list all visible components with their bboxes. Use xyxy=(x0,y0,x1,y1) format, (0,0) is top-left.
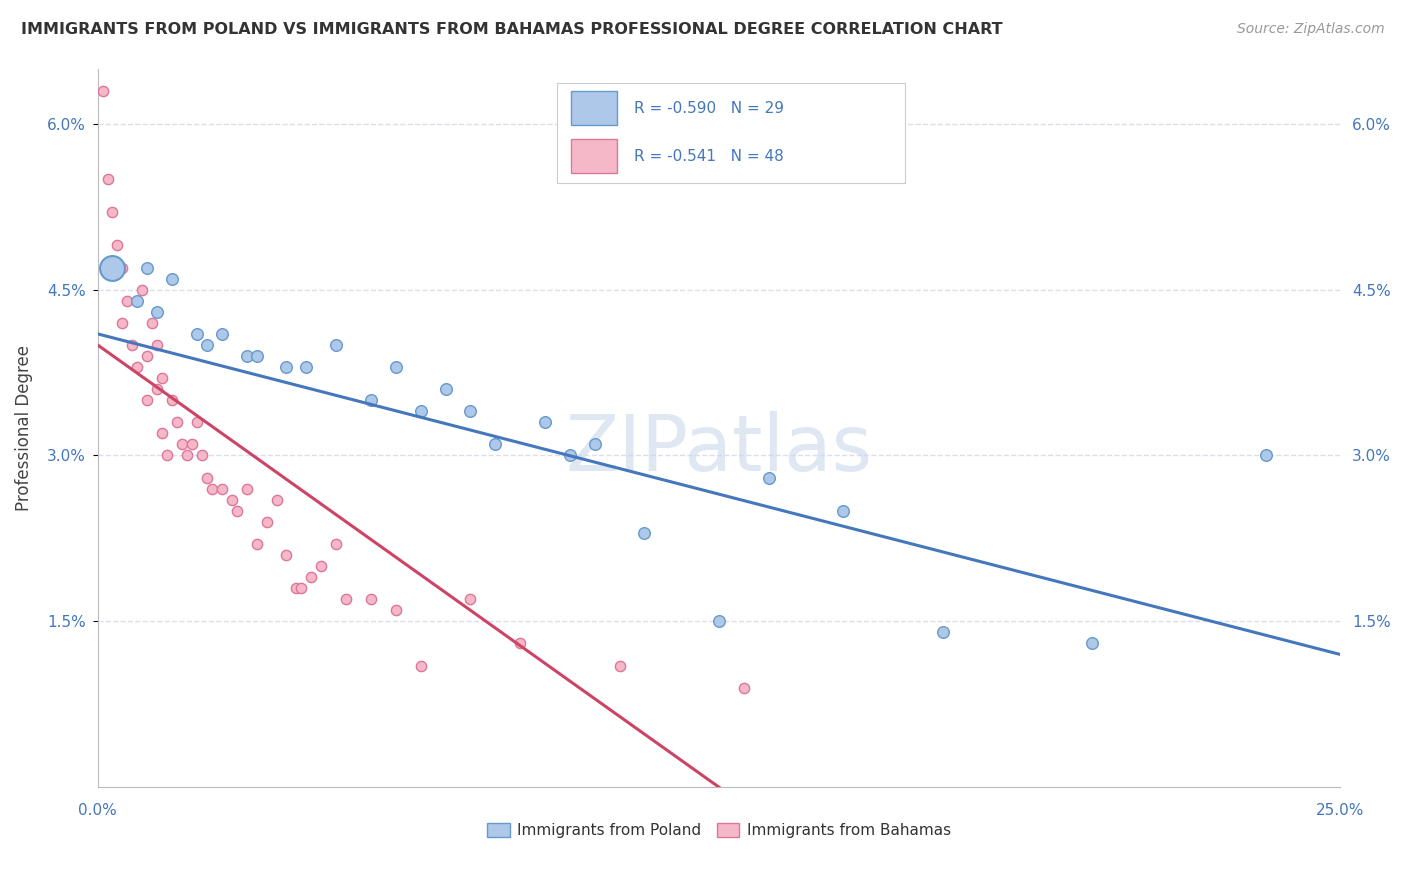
Point xyxy=(299,570,322,584)
Point xyxy=(150,426,173,441)
Point xyxy=(360,592,382,607)
Point xyxy=(325,537,347,551)
Point xyxy=(211,326,233,341)
Point xyxy=(558,449,581,463)
Point xyxy=(181,437,204,451)
Point xyxy=(101,260,124,275)
Point xyxy=(221,492,243,507)
Point xyxy=(136,349,159,363)
Point xyxy=(460,592,482,607)
Point xyxy=(195,470,218,484)
Point xyxy=(832,504,855,518)
Point xyxy=(1081,636,1104,650)
Text: ZIPatlas: ZIPatlas xyxy=(565,411,873,487)
Point xyxy=(150,371,173,385)
Point xyxy=(285,581,308,595)
Point xyxy=(146,382,169,396)
Point xyxy=(107,238,129,252)
Point xyxy=(309,559,332,574)
Point xyxy=(295,359,318,374)
Point xyxy=(191,449,214,463)
Point xyxy=(460,404,482,418)
Point xyxy=(335,592,357,607)
Point xyxy=(409,404,432,418)
Point xyxy=(385,359,408,374)
Point xyxy=(91,84,114,98)
Point xyxy=(186,326,208,341)
Point xyxy=(96,172,118,186)
Point xyxy=(758,470,780,484)
Point xyxy=(101,260,124,275)
Point xyxy=(509,636,531,650)
Point xyxy=(211,482,233,496)
Point xyxy=(160,393,183,408)
Point xyxy=(146,338,169,352)
Point xyxy=(131,283,153,297)
Point xyxy=(256,515,278,529)
Point xyxy=(156,449,179,463)
Point xyxy=(707,615,730,629)
Point xyxy=(276,548,298,562)
Point xyxy=(141,316,163,330)
Point xyxy=(434,382,457,396)
Point xyxy=(127,359,149,374)
Text: Source: ZipAtlas.com: Source: ZipAtlas.com xyxy=(1237,22,1385,37)
Point xyxy=(266,492,288,507)
Point xyxy=(290,581,312,595)
Point xyxy=(225,504,247,518)
Text: IMMIGRANTS FROM POLAND VS IMMIGRANTS FROM BAHAMAS PROFESSIONAL DEGREE CORRELATIO: IMMIGRANTS FROM POLAND VS IMMIGRANTS FRO… xyxy=(21,22,1002,37)
Point xyxy=(235,482,257,496)
Point xyxy=(111,316,134,330)
Point xyxy=(276,359,298,374)
Point xyxy=(176,449,198,463)
Point xyxy=(170,437,193,451)
Point xyxy=(160,271,183,285)
Point xyxy=(633,525,655,540)
Point xyxy=(246,349,269,363)
Point xyxy=(136,260,159,275)
Point xyxy=(127,293,149,308)
Point xyxy=(117,293,139,308)
Point xyxy=(1254,449,1277,463)
Point xyxy=(166,415,188,429)
Point xyxy=(246,537,269,551)
Point xyxy=(235,349,257,363)
Point xyxy=(409,658,432,673)
Point xyxy=(534,415,557,429)
Point xyxy=(146,304,169,318)
Point xyxy=(195,338,218,352)
Point xyxy=(385,603,408,617)
Point xyxy=(121,338,143,352)
Point xyxy=(360,393,382,408)
Point xyxy=(101,205,124,219)
Legend: Immigrants from Poland, Immigrants from Bahamas: Immigrants from Poland, Immigrants from … xyxy=(481,817,957,844)
Point xyxy=(484,437,506,451)
Y-axis label: Professional Degree: Professional Degree xyxy=(15,345,32,511)
Point xyxy=(201,482,224,496)
Point xyxy=(136,393,159,408)
Point xyxy=(583,437,606,451)
Point xyxy=(186,415,208,429)
Point xyxy=(609,658,631,673)
Point xyxy=(111,260,134,275)
Point xyxy=(325,338,347,352)
Point xyxy=(931,625,953,640)
Point xyxy=(733,681,755,695)
